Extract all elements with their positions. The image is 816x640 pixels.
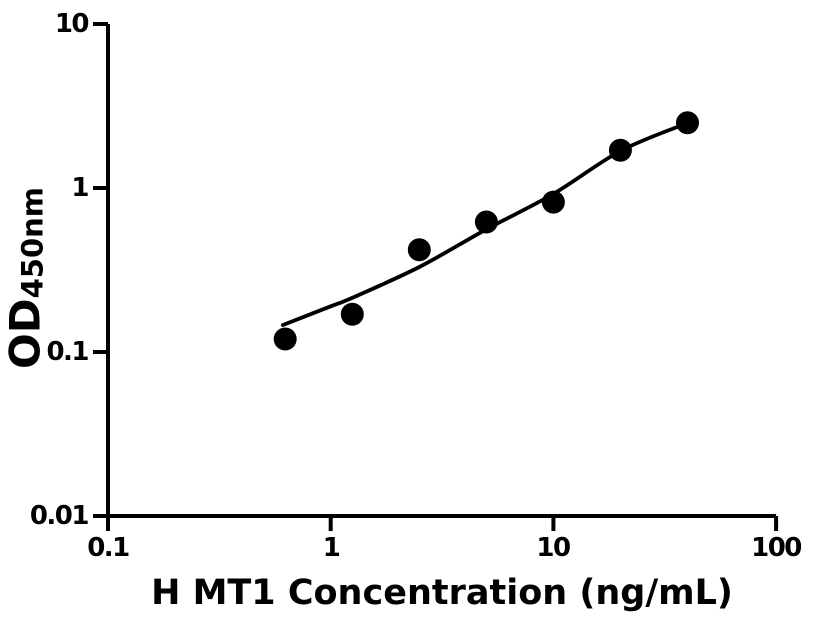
fit-curve-line [281, 121, 690, 327]
y-tick-label-1: 1 [71, 173, 89, 203]
x-tick-label-100: 100 [751, 533, 802, 563]
x-axis-title: H MT1 Concentration (ng/mL) [151, 573, 733, 613]
data-point-2.5 [407, 238, 431, 262]
y-axis-title-subscript: 450nm [15, 187, 50, 299]
y-axis-title-main: OD [0, 298, 50, 369]
y-axis-title: OD450nm [1, 187, 56, 369]
axis-spines [106, 24, 777, 518]
x-tick-label-0.1: 0.1 [87, 533, 130, 563]
x-tick-label-10: 10 [536, 533, 571, 563]
x-tick-label-1: 1 [322, 533, 341, 563]
data-point-1.25 [340, 302, 364, 326]
y-tick-label-0.1: 0.1 [46, 337, 89, 367]
data-point-0.625 [273, 327, 297, 351]
y-tick-label-0.01: 0.01 [29, 501, 90, 531]
y-tick-label-10: 10 [54, 9, 90, 39]
